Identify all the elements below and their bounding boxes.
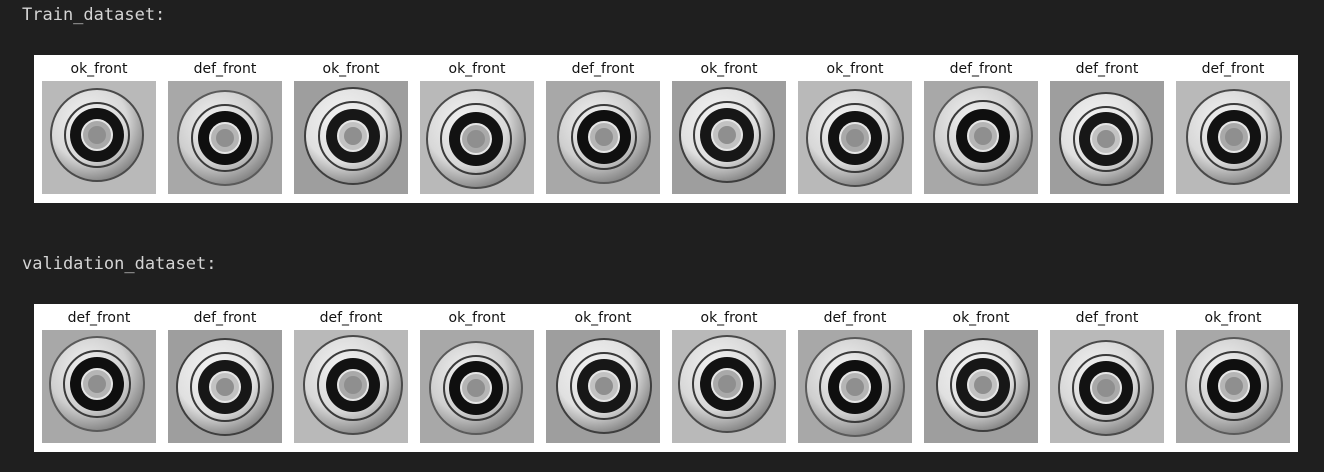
train-dataset-figure: ok_front def_front ok_front ok_front def_fro… bbox=[34, 55, 1298, 203]
image-cell: ok_front bbox=[546, 304, 660, 452]
validation-dataset-label: validation_dataset: bbox=[22, 254, 217, 274]
image-cell: def_front bbox=[168, 304, 282, 452]
image-cell: ok_front bbox=[672, 304, 786, 452]
image-title: ok_front bbox=[700, 61, 758, 77]
image-title: ok_front bbox=[574, 310, 632, 326]
image-cell: ok_front bbox=[294, 55, 408, 203]
image-title: def_front bbox=[1201, 61, 1265, 77]
image-cell: ok_front bbox=[420, 304, 534, 452]
image-title: def_front bbox=[571, 61, 635, 77]
image-title: def_front bbox=[1075, 310, 1139, 326]
image-cell: ok_front bbox=[42, 55, 156, 203]
image-title: def_front bbox=[949, 61, 1013, 77]
image-cell: ok_front bbox=[1176, 304, 1290, 452]
image-title: def_front bbox=[319, 310, 383, 326]
image-title: ok_front bbox=[700, 310, 758, 326]
train-dataset-label: Train_dataset: bbox=[22, 5, 166, 25]
image-cell: ok_front bbox=[672, 55, 786, 203]
image-cell: def_front bbox=[42, 304, 156, 452]
image-title: ok_front bbox=[70, 61, 128, 77]
image-title: def_front bbox=[193, 310, 257, 326]
image-title: def_front bbox=[67, 310, 131, 326]
image-title: ok_front bbox=[322, 61, 380, 77]
image-cell: def_front bbox=[1050, 55, 1164, 203]
image-cell: def_front bbox=[1050, 304, 1164, 452]
image-title: def_front bbox=[823, 310, 887, 326]
image-cell: def_front bbox=[924, 55, 1038, 203]
image-cell: def_front bbox=[798, 304, 912, 452]
image-cell: def_front bbox=[1176, 55, 1290, 203]
image-title: ok_front bbox=[952, 310, 1010, 326]
image-cell: def_front bbox=[546, 55, 660, 203]
image-title: ok_front bbox=[448, 61, 506, 77]
image-cell: ok_front bbox=[420, 55, 534, 203]
image-title: def_front bbox=[1075, 61, 1139, 77]
image-cell: def_front bbox=[168, 55, 282, 203]
image-cell: ok_front bbox=[924, 304, 1038, 452]
image-cell: def_front bbox=[294, 304, 408, 452]
image-title: ok_front bbox=[448, 310, 506, 326]
image-title: ok_front bbox=[1204, 310, 1262, 326]
image-cell: ok_front bbox=[798, 55, 912, 203]
validation-dataset-figure: def_front def_front def_front ok_front ok_fr… bbox=[34, 304, 1298, 452]
image-title: def_front bbox=[193, 61, 257, 77]
image-title: ok_front bbox=[826, 61, 884, 77]
